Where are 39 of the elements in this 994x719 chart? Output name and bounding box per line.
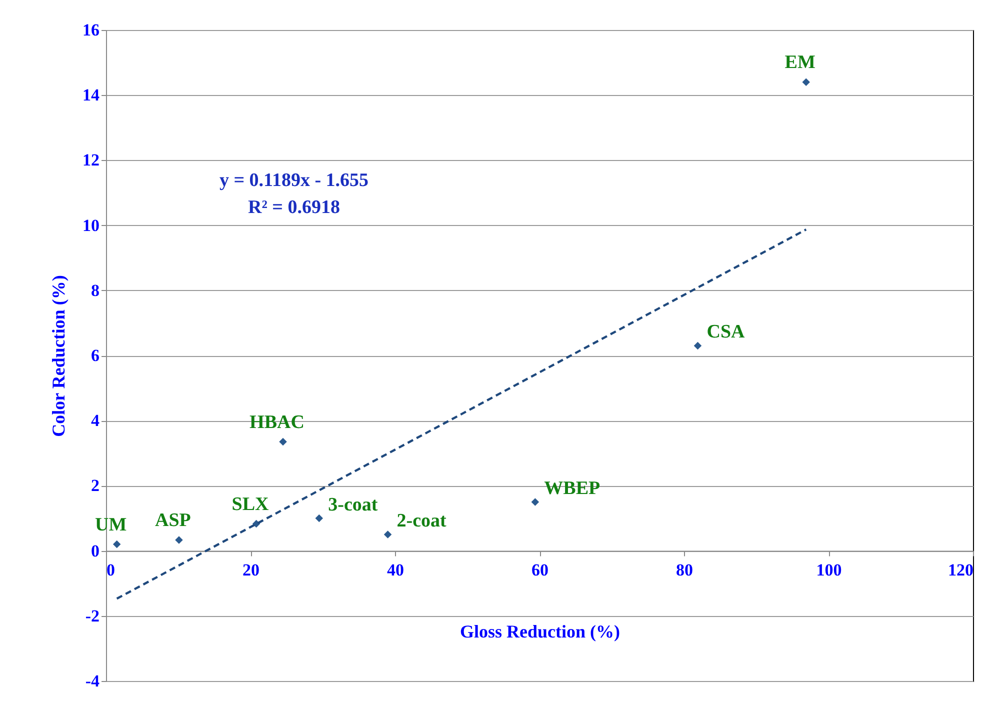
point: [694, 342, 702, 350]
y-tick-label: 14: [82, 86, 100, 105]
x-tick-label: 100: [816, 560, 842, 580]
point: [315, 514, 324, 522]
y-axis-title: Color Reduction (%): [48, 275, 68, 437]
x-tick-label: 60: [532, 560, 548, 580]
y-tick-label: 10: [82, 216, 100, 235]
y-tick-label: 2: [91, 476, 100, 496]
point: [384, 530, 392, 538]
x-tick-label: 120: [948, 560, 974, 580]
x-tick-label: 40: [387, 560, 404, 580]
annotation: UM: [95, 514, 127, 536]
y-tick-label: 12: [82, 150, 100, 170]
y-tick-label: 8: [91, 280, 100, 300]
y-tick-label: 16: [82, 20, 100, 40]
annotation: 2-coat: [396, 510, 448, 532]
annotation: CSA: [706, 322, 746, 343]
annotation: y = 0.1189x - 1.655: [219, 170, 369, 191]
x-tick-label: 20: [242, 560, 260, 580]
y-tick-label: -4: [85, 672, 100, 690]
y-tick-label: 6: [91, 346, 100, 365]
point: [802, 78, 810, 86]
x-tick-label: 80: [676, 560, 693, 580]
annotation: HBAC: [250, 412, 304, 433]
point: [112, 540, 121, 548]
x-axis-title: Gloss Reduction (%): [460, 621, 620, 642]
y-tick-label: 4: [91, 411, 100, 430]
x-tick-label: 0: [106, 560, 115, 580]
annotation: EM: [784, 52, 816, 74]
annotation: WBEP: [544, 478, 601, 499]
y-tick-label: -2: [85, 606, 100, 626]
annotation: 3-coat: [328, 494, 378, 516]
annotation: SLX: [232, 494, 270, 515]
point: [531, 498, 540, 506]
annotation: ASP: [155, 510, 192, 532]
annotation: R² = 0.6918: [248, 197, 340, 218]
point: [175, 536, 183, 544]
y-tick-label: 0: [91, 541, 100, 560]
point: [279, 438, 287, 446]
